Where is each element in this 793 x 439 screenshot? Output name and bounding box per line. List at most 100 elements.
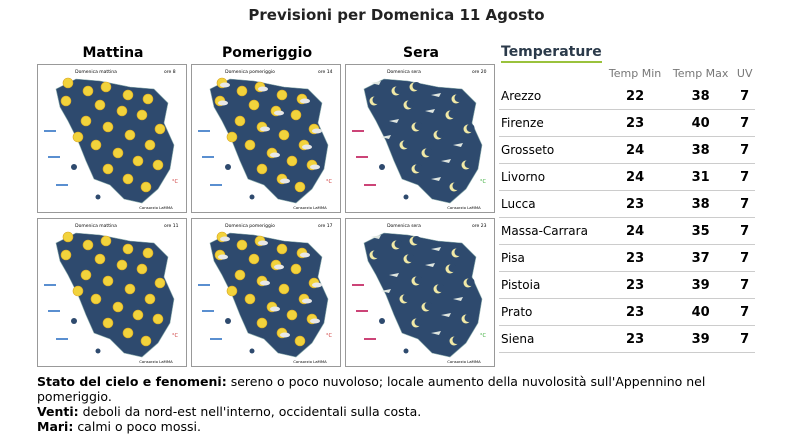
moon-shadow — [414, 122, 423, 130]
cloud-icon — [220, 82, 230, 88]
sun-icon — [116, 105, 128, 117]
cloud-icon — [431, 93, 441, 97]
sun-icon — [112, 147, 124, 159]
sun-icon — [122, 243, 134, 255]
sun-icon — [144, 293, 156, 305]
cloud-icon — [371, 81, 381, 85]
cloud-icon — [270, 152, 280, 158]
sun-icon — [136, 109, 148, 121]
moon-shadow — [394, 86, 403, 94]
map-graphic: Domenica sera ore 20 Consorzio LaMMA °C — [352, 69, 487, 210]
sun-icon — [62, 77, 74, 89]
moon-shadow — [454, 248, 463, 256]
map-credit: Consorzio LaMMA — [139, 359, 173, 364]
cloud-icon — [431, 177, 441, 181]
table-value: 7 — [734, 325, 755, 353]
col-header: UV — [736, 66, 753, 80]
sun-icon — [154, 277, 166, 289]
moon-shadow — [464, 160, 473, 168]
weather-map: Domenica pomeriggio ore 14 Consorzio LaMMA… — [191, 64, 341, 213]
table-value: 40 — [666, 109, 735, 137]
island — [71, 318, 77, 324]
table-value: 7 — [734, 298, 755, 326]
map-hour: ore 23 — [472, 223, 487, 229]
sun-icon — [226, 131, 238, 143]
moon-shadow — [452, 336, 461, 344]
island — [249, 348, 255, 354]
note: Stato del cielo e fenomeni: sereno o poc… — [37, 374, 737, 404]
sun-icon — [102, 121, 114, 133]
city-name: Siena — [499, 325, 604, 353]
sun-icon — [116, 259, 128, 271]
moon-shadow — [454, 94, 463, 102]
cloud-icon — [218, 254, 228, 260]
cloud-icon — [453, 297, 463, 301]
sun-icon — [278, 129, 290, 141]
table-value: 7 — [734, 217, 755, 245]
sun-icon — [290, 263, 302, 275]
map-credit: Consorzio LaMMA — [293, 359, 327, 364]
moon-shadow — [402, 140, 411, 148]
city-name: Massa-Carrara — [499, 217, 604, 245]
col-header: Temp Min — [608, 66, 662, 80]
map-hour: ore 14 — [318, 69, 333, 75]
cloud-icon — [312, 128, 322, 134]
cloud-icon — [381, 135, 391, 139]
table-value: 23 — [603, 271, 667, 299]
sun-icon — [102, 317, 114, 329]
sun-icon — [140, 181, 152, 193]
cloud-icon — [453, 143, 463, 147]
note-text: sereno o poco nuvoloso; locale aumento d… — [37, 374, 706, 404]
sun-icon — [136, 263, 148, 275]
region-shape — [363, 78, 483, 204]
table-value: 24 — [603, 217, 667, 245]
sun-icon — [154, 123, 166, 135]
map-unit: °C — [326, 333, 333, 339]
island — [95, 194, 101, 200]
sun-icon — [234, 269, 246, 281]
cloud-icon — [389, 273, 399, 277]
sun-icon — [62, 231, 74, 243]
weather-map: Domenica sera ore 20 Consorzio LaMMA °C — [345, 64, 495, 213]
map-hour: ore 8 — [164, 69, 176, 75]
island — [379, 164, 385, 170]
sun-icon — [124, 129, 136, 141]
map-hour: ore 20 — [472, 69, 487, 75]
sun-icon — [102, 163, 114, 175]
moon-shadow — [448, 264, 457, 272]
map-unit: °C — [480, 333, 487, 339]
moon-shadow — [466, 278, 475, 286]
cloud-icon — [300, 252, 310, 258]
city-name: Pisa — [499, 244, 604, 272]
table-title: Temperature — [501, 44, 602, 63]
map-caption: Domenica sera — [387, 223, 421, 229]
sun-icon — [278, 283, 290, 295]
table-value: 23 — [603, 244, 667, 272]
table-row: Pistoia 23 39 7 — [499, 271, 755, 299]
moon-shadow — [436, 284, 445, 292]
sun-icon — [152, 313, 164, 325]
map-credit: Consorzio LaMMA — [447, 205, 481, 210]
moon-shadow — [464, 314, 473, 322]
city-name: Livorno — [499, 163, 604, 191]
map-graphic: Domenica mattina ore 11 Consorzio LaMMA °C — [44, 223, 179, 364]
table-value: 24 — [603, 136, 667, 164]
map-caption: Domenica pomeriggio — [225, 69, 275, 75]
cloud-icon — [371, 235, 381, 239]
map-credit: Consorzio LaMMA — [139, 205, 173, 210]
temperature-table: Temp Min Temp Max UV Arezzo 22 38 7 Firenze 2… — [499, 63, 755, 353]
cloud-icon — [302, 298, 312, 304]
note: Venti: deboli da nord-est nell'interno, … — [37, 404, 737, 419]
city-name: Firenze — [499, 109, 604, 137]
note-label: Mari: — [37, 419, 74, 434]
weather-map: Domenica mattina ore 8 Consorzio LaMMA °C — [37, 64, 187, 213]
sun-icon — [248, 253, 260, 265]
sun-icon — [142, 93, 154, 105]
cloud-icon — [381, 289, 391, 293]
map-graphic: Domenica mattina ore 8 Consorzio LaMMA °C — [44, 69, 179, 210]
table-value: 7 — [734, 83, 755, 110]
weather-map: Domenica sera ore 23 Consorzio LaMMA °C — [345, 218, 495, 367]
city-name: Pistoia — [499, 271, 604, 299]
sun-icon — [122, 327, 134, 339]
sun-icon — [82, 85, 94, 97]
